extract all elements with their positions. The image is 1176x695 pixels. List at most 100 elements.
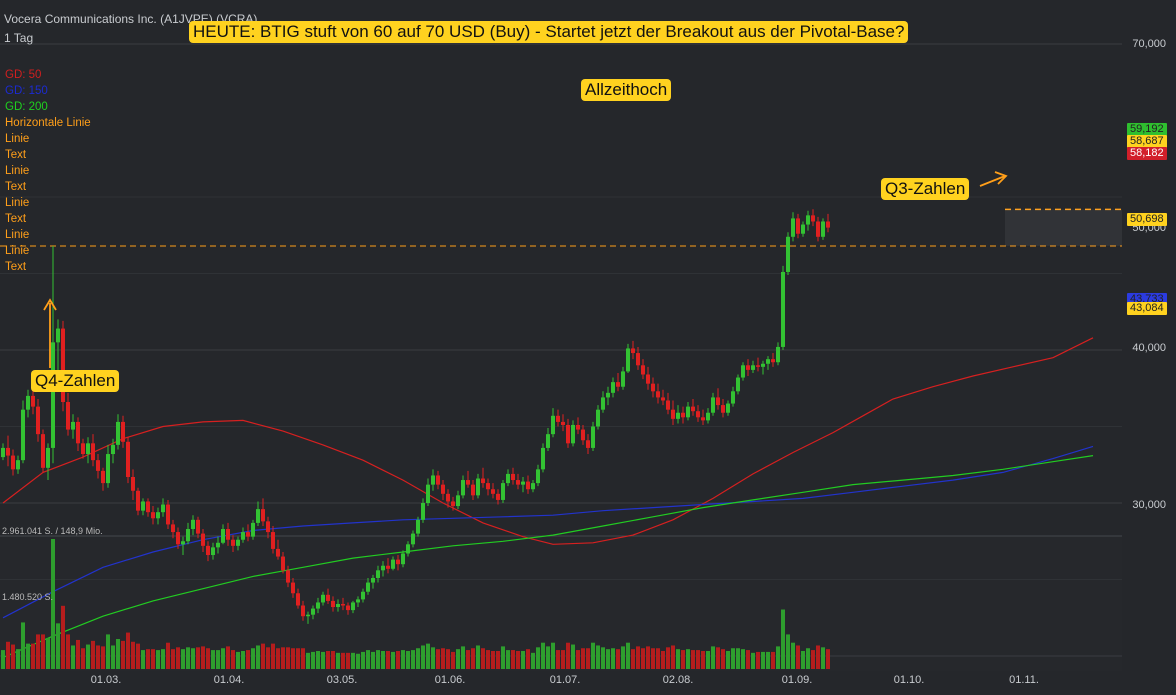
volume-bar — [291, 648, 295, 669]
candle-body — [321, 594, 325, 603]
legend-item-text: Text — [5, 149, 27, 161]
candle-body — [516, 480, 520, 485]
volume-bar — [231, 650, 235, 669]
candle-body — [751, 365, 755, 370]
candle-body — [486, 483, 490, 490]
candle-body — [301, 605, 305, 617]
volume-bar — [551, 642, 555, 669]
price-label-high: 59,192 — [1127, 123, 1167, 136]
volume-bar — [791, 642, 795, 669]
candle-body — [681, 412, 685, 418]
volume-bar — [226, 646, 230, 669]
volume-bar — [286, 647, 290, 669]
candle-body — [276, 548, 280, 557]
volume-bar — [46, 638, 50, 669]
candle-body — [821, 221, 825, 237]
volume-bar — [596, 645, 600, 669]
candle-body — [26, 395, 30, 410]
volume-bar — [581, 648, 585, 669]
legend-item-gd50: GD: 50 — [5, 69, 42, 81]
candle-body — [671, 409, 675, 419]
candle-body — [741, 365, 745, 378]
q4-callout: Q4-Zahlen — [31, 370, 120, 392]
candle-body — [101, 470, 105, 484]
candle-body — [296, 593, 300, 606]
candle-body — [501, 483, 505, 500]
legend-item-gd150: GD: 150 — [5, 85, 48, 97]
volume-bar — [431, 647, 435, 669]
candle-body — [151, 512, 155, 519]
candle-body — [571, 424, 575, 444]
candle-body — [186, 529, 190, 542]
volume-bar — [271, 643, 275, 669]
volume-bar — [546, 646, 550, 669]
volume-bar — [356, 653, 360, 669]
candle-body — [711, 397, 715, 413]
volume-bar — [96, 645, 100, 669]
candle-body — [116, 421, 120, 445]
candle-body — [476, 478, 480, 496]
volume-bar — [686, 649, 690, 669]
y-tick-label: 30,000 — [1132, 499, 1166, 511]
candle-body — [451, 501, 455, 507]
candle-body — [531, 483, 535, 490]
candle-body — [826, 221, 830, 228]
volume-bar — [471, 648, 475, 669]
volume-bar — [621, 646, 625, 669]
volume-bar — [206, 648, 210, 669]
volume-bar — [421, 645, 425, 669]
candle-body — [161, 504, 165, 513]
volume-bar — [121, 640, 125, 669]
q3-arrowhead — [994, 171, 1008, 185]
candle-body — [256, 509, 260, 523]
candle-body — [136, 490, 140, 511]
volume-bar — [256, 645, 260, 669]
candle-body — [381, 565, 385, 571]
volume-bar — [661, 650, 665, 669]
volume-mid-note: 1.480.520 S. — [2, 592, 54, 602]
volume-bar — [796, 645, 800, 669]
ma-line-50 — [2, 337, 1094, 545]
x-tick-label: 01.09. — [781, 674, 813, 686]
candle-body — [446, 493, 450, 502]
volume-bar — [511, 650, 515, 669]
candle-body — [416, 519, 420, 534]
volume-bar — [491, 650, 495, 669]
volume-bar — [806, 648, 810, 669]
volume-bar — [476, 645, 480, 669]
volume-bar — [571, 644, 575, 669]
candle-body — [396, 559, 400, 565]
candle-body — [176, 532, 180, 545]
candle-body — [431, 475, 435, 485]
candle-body — [131, 476, 135, 491]
candle-body — [611, 382, 615, 393]
candle-body — [626, 348, 630, 372]
candle-body — [756, 365, 760, 367]
candle-body — [556, 415, 560, 422]
volume-bar — [316, 650, 320, 669]
candle-body — [661, 397, 665, 401]
candle-body — [261, 509, 265, 522]
x-tick-label: 02.08. — [662, 674, 694, 686]
candle-body — [126, 441, 130, 477]
candle-body — [66, 402, 70, 430]
volume-bar — [16, 649, 20, 669]
candle-body — [536, 469, 540, 484]
candle-body — [736, 377, 740, 392]
x-tick-label: 01.03. — [90, 674, 122, 686]
volume-bar — [201, 646, 205, 669]
volume-bar — [281, 647, 285, 669]
candle-body — [616, 382, 620, 387]
volume-bar — [116, 639, 120, 669]
candle-body — [56, 328, 60, 343]
volume-bar — [91, 640, 95, 669]
candle-body — [796, 218, 800, 234]
candle-body — [91, 443, 95, 461]
volume-bar — [776, 646, 780, 669]
candle-body — [16, 460, 20, 470]
candle-body — [561, 421, 565, 425]
ma-line-200 — [2, 455, 1094, 659]
candle-body — [786, 236, 790, 272]
volume-bar — [331, 650, 335, 669]
volume-bar — [451, 651, 455, 669]
